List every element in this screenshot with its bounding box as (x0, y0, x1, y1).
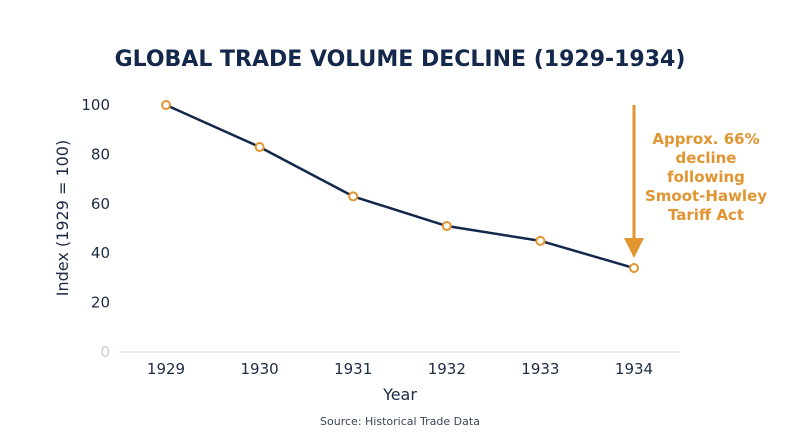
data-point (535, 235, 546, 246)
source-note: Source: Historical Trade Data (320, 415, 480, 428)
y-tick-label: 40 (91, 244, 110, 262)
annotation-text-line: Approx. 66% (652, 130, 759, 148)
x-tick-label: 1930 (241, 360, 279, 378)
data-point (441, 221, 452, 232)
y-tick-label: 80 (91, 145, 110, 163)
data-point (629, 263, 639, 274)
annotation-text-line: following (667, 168, 745, 186)
annotation: Approx. 66%declinefollowingSmoot-HawleyT… (624, 105, 767, 259)
data-point (254, 141, 265, 152)
x-axis-title: Year (382, 385, 417, 404)
y-tick-label: 60 (91, 195, 110, 213)
y-axis-title: Index (1929 = 100) (53, 140, 72, 296)
data-point (161, 100, 171, 110)
x-axis-ticks: 1929 1930 1931 1932 1933 1934 (147, 360, 653, 378)
annotation-text-line: Smoot-Hawley (645, 187, 767, 205)
x-tick-label: 1932 (428, 360, 466, 378)
x-tick-label: 1931 (334, 360, 372, 378)
y-tick-label: 20 (91, 294, 110, 312)
chart-title: GLOBAL TRADE VOLUME DECLINE (1929-1934) (115, 47, 686, 72)
x-tick-label: 1929 (147, 360, 185, 378)
annotation-arrow-head (624, 238, 644, 259)
annotation-text-line: decline (676, 149, 737, 167)
y-tick-label: 0 (100, 343, 110, 361)
annotation-text-line: Tariff Act (668, 206, 744, 224)
series-layer (161, 100, 639, 274)
y-tick-label: 100 (81, 96, 110, 114)
x-tick-label: 1933 (521, 360, 559, 378)
y-axis-ticks: 0 20 40 60 80 100 (81, 96, 110, 361)
data-point (348, 191, 359, 202)
x-tick-label: 1934 (615, 360, 653, 378)
series-line (165, 103, 635, 270)
